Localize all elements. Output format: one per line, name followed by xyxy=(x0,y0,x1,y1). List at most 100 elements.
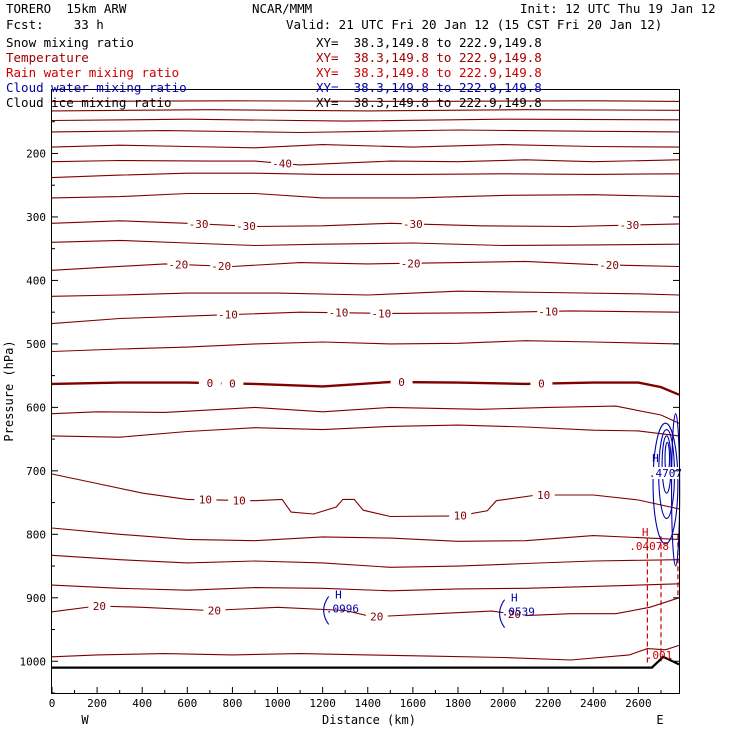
isotherm-label: -10 xyxy=(371,307,391,320)
isotherm-label-bg xyxy=(399,257,422,269)
isotherm-label-bg xyxy=(530,377,553,389)
isotherm-label-bg xyxy=(401,217,424,229)
isotherm-label: -30 xyxy=(619,219,639,232)
terrain-line xyxy=(52,655,680,669)
isotherm-label: -20 xyxy=(211,260,231,273)
isotherm-label: 10 xyxy=(537,489,550,502)
isotherm-line xyxy=(51,310,680,325)
isotherm-label: 20 xyxy=(370,611,383,624)
cloud-water-small-contour xyxy=(323,596,330,625)
y-tick-label: 400 xyxy=(26,274,46,287)
y-tick-label: 500 xyxy=(26,338,46,351)
isotherm-label-bg xyxy=(618,219,641,231)
model-title: TORERO 15km ARW xyxy=(6,1,127,16)
isotherm-line xyxy=(51,597,680,618)
isotherm-label: -20 xyxy=(168,258,188,271)
isotherm-line xyxy=(51,527,680,542)
cloud-water-small-contour xyxy=(499,599,506,628)
rain-max-label: .04078 xyxy=(629,540,669,553)
forecast-hour: Fcst: 33 h xyxy=(6,17,104,32)
cloud-water-max-marker: H xyxy=(335,588,342,601)
isotherm-label: -30 xyxy=(403,218,423,231)
x-tick-label: 400 xyxy=(132,697,152,710)
isotherm-label-bg xyxy=(532,488,555,500)
isotherm-line xyxy=(51,380,680,396)
x-tick-label: 200 xyxy=(87,697,107,710)
y-tick-label: 800 xyxy=(26,528,46,541)
isotherm-label: 0 xyxy=(229,377,236,390)
cloud-water-max-label: .0996 xyxy=(326,602,359,615)
legend-name-rain: Rain water mixing ratio xyxy=(6,65,180,80)
plot-frame xyxy=(51,89,680,694)
isotherm-label-bg xyxy=(198,377,221,389)
contour-layer xyxy=(51,100,681,665)
cloud-water-contour xyxy=(652,422,679,545)
x-tick-label: 1000 xyxy=(264,697,291,710)
x-axis-label: Distance (km) xyxy=(322,713,416,727)
isotherm-line xyxy=(51,554,680,568)
isotherm-line xyxy=(51,583,680,592)
isotherm-line xyxy=(51,192,680,199)
isotherm-label-bg xyxy=(221,377,244,389)
x-tick-label: 1800 xyxy=(445,697,472,710)
cloud-water-max-label: .0539 xyxy=(502,606,535,619)
init-time: Init: 12 UTC Thu 19 Jan 12 xyxy=(520,1,716,16)
isotherm-label-bg xyxy=(365,610,388,622)
isotherm-line xyxy=(51,144,680,149)
isotherm-label-bg xyxy=(390,376,413,388)
isotherm-label: -10 xyxy=(538,305,558,318)
x-tick-label: 1400 xyxy=(355,697,382,710)
isotherm-label-bg xyxy=(216,308,239,320)
y-tick-label: 300 xyxy=(26,211,46,224)
isotherm-label: -20 xyxy=(599,259,619,272)
isotherm-label: -30 xyxy=(236,220,256,233)
isotherm-label-bg xyxy=(271,157,294,169)
isotherm-label: 0 xyxy=(207,377,214,390)
valid-time: Valid: 21 UTC Fri 20 Jan 12 (15 CST Fri … xyxy=(286,17,663,32)
isotherm-label: -10 xyxy=(218,309,238,322)
cloud-water-max-marker: H xyxy=(511,592,518,605)
terrain-layer xyxy=(52,655,680,669)
isotherm-label-bg xyxy=(210,260,233,272)
isotherm-line xyxy=(51,109,680,112)
y-tick-label: 1000 xyxy=(20,655,47,668)
isotherm-label: 20 xyxy=(208,604,221,617)
cloud-water-contour xyxy=(671,413,681,567)
legend-name-snow: Snow mixing ratio xyxy=(6,35,134,50)
isotherm-label: -20 xyxy=(401,257,421,270)
center-title: NCAR/MMM xyxy=(252,1,313,16)
isotherm-label: 10 xyxy=(454,510,467,523)
isotherm-label-bg xyxy=(327,306,350,318)
legend-xy-snow: XY= 38.3,149.8 to 222.9,149.8 xyxy=(316,35,542,50)
x-tick-label: 1200 xyxy=(309,697,336,710)
legend-name-cloud-ice: Cloud ice mixing ratio xyxy=(6,95,172,110)
isotherm-line xyxy=(51,159,680,166)
isotherm-label-bg xyxy=(449,509,472,521)
rain-max-marker: H xyxy=(642,526,649,539)
y-axis-label: Pressure (hPa) xyxy=(2,340,16,441)
isotherm-label-bg xyxy=(503,608,526,620)
isotherm-label: 0 xyxy=(538,378,545,391)
isotherm-line xyxy=(51,220,680,228)
isotherm-label: 20 xyxy=(508,608,521,621)
legend-xy-rain: XY= 38.3,149.8 to 222.9,149.8 xyxy=(316,65,542,80)
isotherm-line xyxy=(51,129,680,134)
isotherm-line xyxy=(51,118,680,122)
isotherm-line xyxy=(51,340,680,353)
isotherm-label-bg xyxy=(194,493,217,505)
isotherm-label: 0 xyxy=(398,376,405,389)
isotherm-line xyxy=(51,405,680,424)
legend-xy-cloud-ice: XY= 38.3,149.8 to 222.9,149.8 xyxy=(316,95,542,110)
isotherm-line xyxy=(51,239,680,247)
isotherm-label-bg xyxy=(598,258,621,270)
isotherm-line xyxy=(51,473,680,518)
x-tick-label: 0 xyxy=(49,697,56,710)
x-tick-label: 2600 xyxy=(625,697,652,710)
rain-min-label: .001 xyxy=(646,649,673,662)
legend-xy-cloud-water: XY= 38.3,149.8 to 222.9,149.8 xyxy=(316,80,542,95)
isotherm-label-bg xyxy=(537,305,560,317)
isotherm-label-bg xyxy=(203,604,226,616)
legend-name-cloud-water: Cloud water mixing ratio xyxy=(6,80,187,95)
